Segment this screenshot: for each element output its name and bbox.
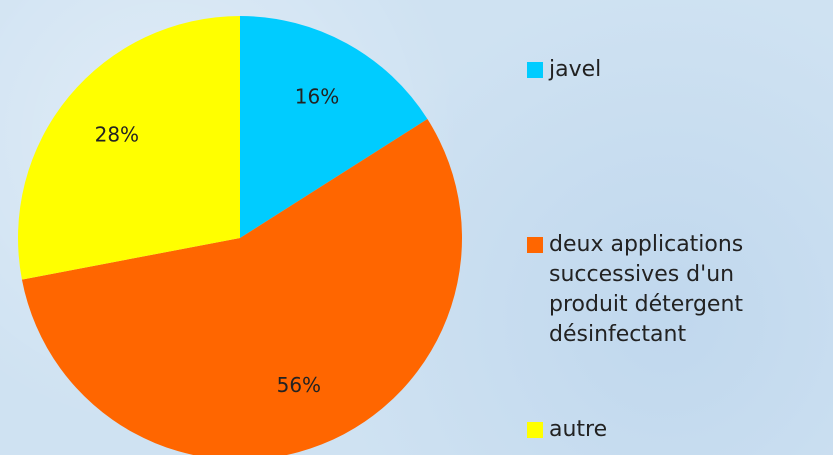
data-label: 28% <box>95 123 139 147</box>
legend-entry: autre <box>527 415 819 445</box>
legend-swatch <box>527 62 543 78</box>
legend-swatch <box>527 422 543 438</box>
legend-entry: deux applications successives d'un produ… <box>527 230 819 350</box>
legend-entry: javel <box>527 55 819 85</box>
pie-slice <box>21 119 462 455</box>
legend-label: deux applications successives d'un produ… <box>549 232 744 347</box>
legend-swatch <box>527 237 543 253</box>
pie-slice <box>240 16 428 238</box>
legend-label: javel <box>549 57 602 82</box>
legend-label: autre <box>549 417 608 442</box>
legend: javel deux applications successives d'un … <box>527 0 827 455</box>
data-label: 56% <box>277 373 321 397</box>
data-label: 16% <box>295 84 339 108</box>
pie-slice <box>17 16 240 280</box>
chart: 16% 56% 28% <box>17 16 462 455</box>
